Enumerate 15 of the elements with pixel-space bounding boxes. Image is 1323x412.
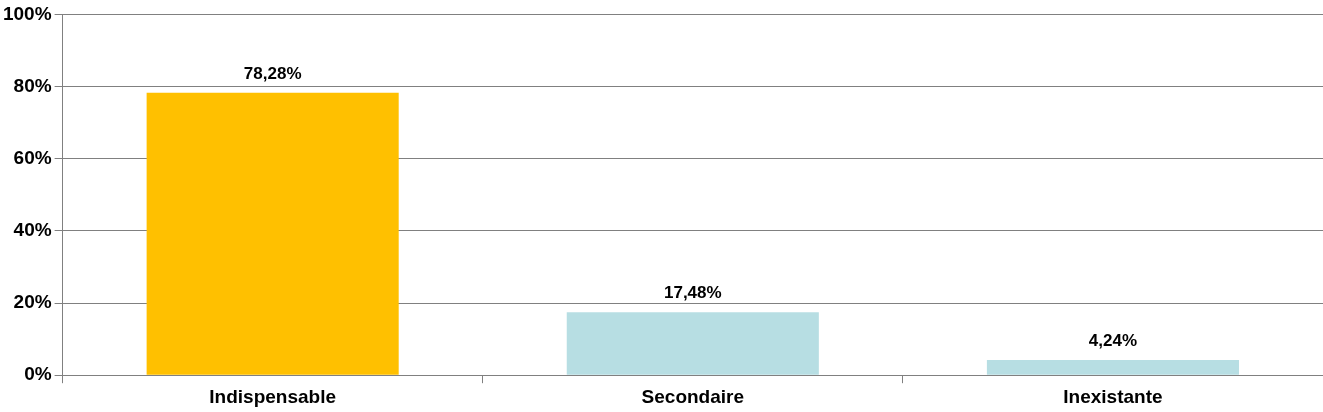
data-label: 17,48% (663, 283, 722, 303)
data-label: 78,28% (243, 63, 302, 83)
bar (146, 92, 399, 375)
y-tick-label: 40% (13, 219, 52, 241)
y-tick-label: 20% (13, 291, 52, 313)
y-tick-label: 80% (13, 74, 52, 96)
y-tick-label: 0% (24, 363, 52, 385)
x-tick-label: Indispensable (209, 385, 337, 407)
y-tick-label: 100% (2, 2, 52, 24)
bar (986, 359, 1239, 375)
x-tick-label: Secondaire (641, 385, 745, 407)
y-tick-label: 60% (13, 146, 52, 168)
bar (566, 312, 819, 375)
data-label: 4,24% (1088, 331, 1138, 351)
x-tick-label: Inexistante (1063, 385, 1163, 407)
